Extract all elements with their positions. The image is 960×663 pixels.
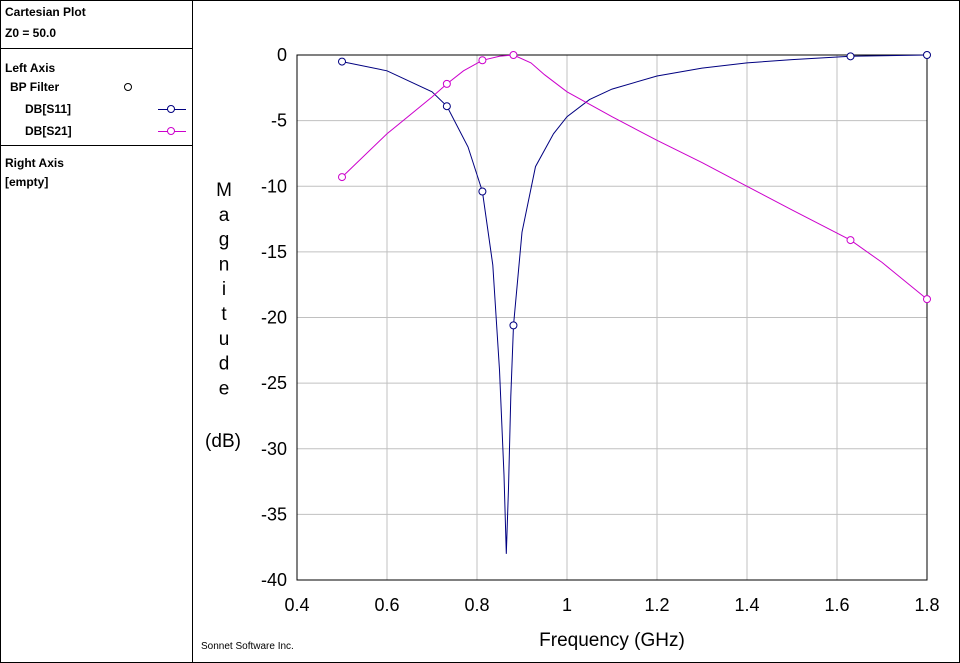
- series-line-db-s11-[interactable]: [341, 54, 928, 554]
- left-axis-label: Left Axis: [5, 61, 56, 75]
- y-tick-label: -25: [261, 373, 287, 393]
- y-axis-label-char: g: [219, 230, 230, 251]
- y-tick-label: -5: [271, 111, 287, 131]
- group-marker-icon: [124, 83, 132, 91]
- data-point-marker[interactable]: [338, 57, 346, 66]
- data-point-marker[interactable]: [923, 51, 931, 59]
- y-axis-label-char: a: [219, 205, 230, 226]
- y-axis-label-char: M: [216, 180, 232, 201]
- s11-legend-marker-icon: [167, 105, 175, 113]
- x-tick-label: 0.8: [464, 595, 489, 615]
- legend-entry-s21[interactable]: DB[S21]: [25, 124, 72, 138]
- legend-entry-s11[interactable]: DB[S11]: [25, 102, 72, 116]
- data-point-marker[interactable]: [478, 187, 487, 196]
- s21-legend-marker-icon: [167, 127, 175, 135]
- group-label: BP Filter: [10, 80, 60, 94]
- x-tick-label: 1.8: [914, 595, 939, 615]
- y-axis-label-char: t: [221, 304, 227, 325]
- y-tick-label: -35: [261, 504, 287, 524]
- right-axis-value: [empty]: [5, 175, 49, 189]
- data-point-marker[interactable]: [442, 102, 451, 111]
- legend-panel: Cartesian Plot Z0 = 50.0 Left Axis BP Fi…: [1, 1, 193, 662]
- data-point-marker[interactable]: [509, 51, 518, 59]
- y-tick-label: -20: [261, 308, 287, 328]
- plot-info-section: Cartesian Plot Z0 = 50.0: [1, 1, 192, 49]
- y-tick-label: -40: [261, 570, 287, 590]
- data-point-marker[interactable]: [846, 236, 855, 245]
- data-point-marker[interactable]: [509, 321, 518, 330]
- y-tick-label: -15: [261, 242, 287, 262]
- y-axis-label-char: u: [219, 329, 230, 350]
- y-tick-label: -10: [261, 176, 287, 196]
- reference-impedance: Z0 = 50.0: [5, 26, 57, 40]
- x-axis-label: Frequency (GHz): [539, 630, 685, 651]
- right-axis-label: Right Axis: [5, 156, 64, 170]
- x-tick-label: 1.6: [824, 595, 849, 615]
- data-point-marker[interactable]: [846, 52, 855, 61]
- left-axis-section[interactable]: Left Axis BP Filter DB[S11] DB[S21]: [1, 49, 192, 146]
- series-line-db-s21-[interactable]: [341, 54, 928, 300]
- x-tick-label: 1.4: [734, 595, 759, 615]
- credit-text: Sonnet Software Inc.: [201, 641, 294, 652]
- data-point-marker[interactable]: [338, 173, 346, 182]
- y-axis-label-char: n: [219, 254, 230, 275]
- y-axis-label-char: e: [219, 378, 230, 399]
- data-point-marker[interactable]: [478, 56, 487, 65]
- plot-type-title: Cartesian Plot: [5, 5, 86, 19]
- data-point-marker[interactable]: [923, 295, 931, 304]
- x-tick-label: 1.2: [644, 595, 669, 615]
- x-tick-label: 1: [562, 595, 572, 615]
- y-tick-label: -30: [261, 439, 287, 459]
- y-axis-unit: (dB): [205, 431, 241, 452]
- y-tick-label: 0: [277, 45, 287, 65]
- y-axis-label-char: d: [219, 354, 230, 375]
- plot-area-border: [296, 54, 928, 581]
- right-axis-section[interactable]: Right Axis [empty]: [1, 146, 192, 206]
- x-tick-label: 0.6: [374, 595, 399, 615]
- x-tick-label: 0.4: [284, 595, 309, 615]
- data-point-marker[interactable]: [442, 79, 451, 88]
- y-axis-label-char: i: [222, 279, 226, 300]
